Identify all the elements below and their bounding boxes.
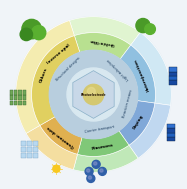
Circle shape (88, 176, 92, 179)
Bar (10, 95, 13, 100)
Circle shape (98, 167, 106, 175)
Bar (167, 128, 175, 132)
Bar (27, 153, 32, 158)
Circle shape (94, 162, 97, 165)
Circle shape (20, 28, 33, 41)
Bar (14, 95, 18, 100)
Bar (21, 153, 26, 158)
Polygon shape (16, 21, 74, 133)
Text: Photoelectrode: Photoelectrode (81, 92, 106, 97)
Bar (33, 153, 38, 158)
Circle shape (136, 19, 150, 33)
Circle shape (16, 17, 171, 172)
Polygon shape (129, 103, 171, 158)
Circle shape (53, 165, 60, 172)
Circle shape (83, 84, 104, 105)
Circle shape (92, 160, 100, 168)
Text: Reaction means: Reaction means (122, 89, 133, 118)
Bar (169, 71, 177, 76)
Bar (33, 141, 38, 146)
Text: Carrier transport: Carrier transport (84, 125, 115, 134)
Polygon shape (74, 33, 131, 59)
Bar (21, 147, 26, 152)
Bar (18, 90, 22, 94)
Bar (23, 90, 26, 94)
Polygon shape (24, 21, 74, 66)
Text: Heterojunction: Heterojunction (134, 57, 151, 91)
Polygon shape (73, 145, 138, 172)
Polygon shape (26, 125, 77, 170)
Bar (10, 101, 13, 105)
Bar (169, 80, 177, 85)
Circle shape (49, 50, 138, 139)
Polygon shape (40, 117, 82, 154)
Bar (14, 101, 18, 105)
Polygon shape (77, 131, 129, 156)
Circle shape (32, 26, 46, 40)
Bar (167, 137, 175, 141)
Bar (169, 76, 177, 80)
Circle shape (100, 169, 103, 172)
Polygon shape (69, 17, 140, 45)
Circle shape (87, 88, 95, 95)
Polygon shape (32, 36, 80, 125)
Circle shape (67, 68, 120, 121)
Circle shape (145, 24, 155, 34)
Bar (169, 67, 177, 71)
Text: Others: Others (39, 67, 49, 84)
Text: Plasmons: Plasmons (91, 143, 114, 151)
Bar (167, 132, 175, 137)
Bar (27, 141, 32, 146)
Circle shape (87, 169, 90, 172)
Bar (33, 147, 38, 152)
Text: Quantum dots: Quantum dots (47, 125, 76, 148)
Bar (18, 95, 22, 100)
Text: Light adsorption: Light adsorption (107, 58, 130, 81)
Polygon shape (38, 36, 80, 74)
Bar (18, 101, 22, 105)
Text: Urchin-like: Urchin-like (89, 38, 115, 46)
Circle shape (32, 33, 155, 156)
Circle shape (49, 50, 138, 139)
Text: Inverse opal: Inverse opal (47, 43, 71, 65)
Polygon shape (73, 71, 114, 118)
Text: Doping: Doping (133, 114, 145, 130)
Bar (167, 124, 175, 128)
Polygon shape (131, 32, 171, 105)
Bar (21, 141, 26, 146)
Circle shape (87, 174, 95, 182)
Circle shape (22, 19, 41, 39)
Polygon shape (120, 45, 155, 103)
Polygon shape (119, 101, 155, 145)
Bar (23, 101, 26, 105)
Circle shape (85, 167, 93, 175)
Text: Structural designs: Structural designs (56, 57, 82, 82)
Bar (10, 90, 13, 94)
Bar (27, 147, 32, 152)
Bar (23, 95, 26, 100)
Bar (14, 90, 18, 94)
